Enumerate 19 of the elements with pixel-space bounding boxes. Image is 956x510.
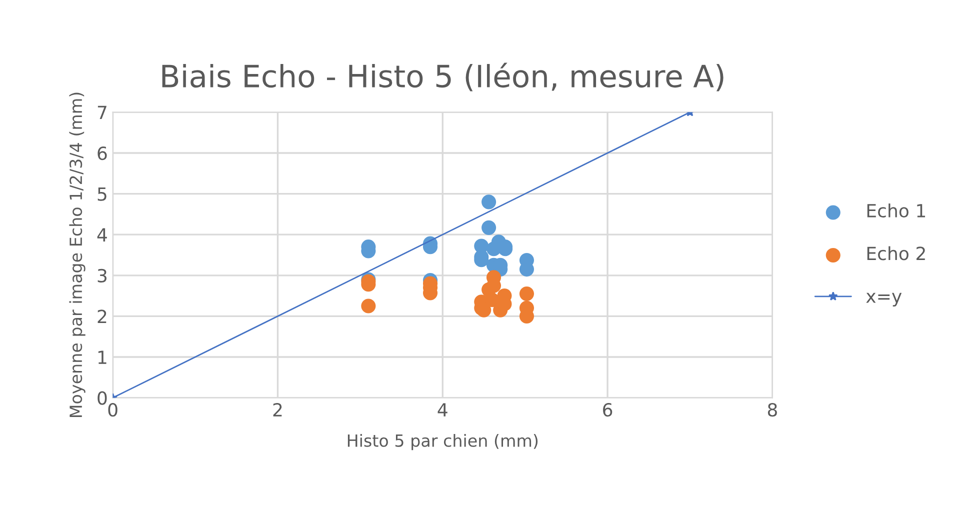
y-tick-label: 1	[98, 350, 106, 364]
x-tick-label: 2	[273, 402, 282, 416]
y-tick-label: 0	[98, 391, 107, 405]
y-tick-label: 7	[98, 106, 106, 120]
chart-title: Biais Echo - Histo 5 (Iléon, mesure A)	[162, 62, 724, 92]
x-tick-label: 4	[438, 403, 448, 416]
legend-label: Echo 2	[867, 246, 925, 260]
legend-label: Echo 1	[867, 204, 926, 218]
y-tick-label: 2	[98, 310, 106, 324]
x-tick-label: 8	[768, 402, 777, 417]
x-tick-label: 0	[108, 402, 118, 417]
y-tick-label: 3	[98, 268, 106, 283]
y-tick-label: 5	[98, 187, 106, 201]
y-axis-title: Moyenne par image Echo 1/2/3/4 (mm)	[69, 92, 86, 418]
legend-label: x=y	[866, 292, 902, 306]
x-tick-label: 6	[603, 402, 612, 417]
x-axis-title: Histo 5 par chien (mm)	[348, 434, 538, 450]
y-tick-label: 6	[98, 146, 107, 160]
y-tick-label: 4	[97, 228, 107, 242]
